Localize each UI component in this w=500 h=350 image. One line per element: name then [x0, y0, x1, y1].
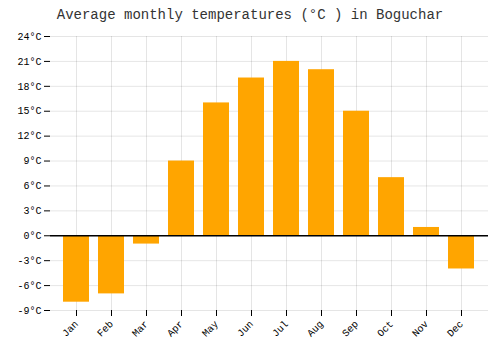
svg-text:Jul: Jul: [270, 319, 291, 340]
svg-text:Mar: Mar: [130, 319, 151, 340]
svg-text:3°C: 3°C: [23, 206, 41, 217]
svg-text:21°C: 21°C: [17, 57, 41, 68]
svg-text:6°C: 6°C: [23, 181, 41, 192]
svg-text:Apr: Apr: [165, 319, 186, 340]
svg-text:9°C: 9°C: [23, 156, 41, 167]
svg-text:Aug: Aug: [305, 319, 326, 340]
svg-text:-3°C: -3°C: [17, 256, 41, 267]
svg-text:Jun: Jun: [235, 319, 256, 340]
svg-text:15°C: 15°C: [17, 106, 41, 117]
svg-text:Nov: Nov: [410, 319, 431, 340]
svg-text:12°C: 12°C: [17, 131, 41, 142]
svg-text:Jan: Jan: [60, 319, 81, 340]
svg-text:Oct: Oct: [375, 319, 396, 340]
svg-text:Dec: Dec: [445, 319, 466, 340]
svg-text:-6°C: -6°C: [17, 281, 41, 292]
svg-text:24°C: 24°C: [17, 32, 41, 43]
svg-text:May: May: [200, 319, 221, 340]
svg-text:-9°C: -9°C: [17, 306, 41, 317]
svg-text:Sep: Sep: [340, 319, 361, 340]
svg-text:0°C: 0°C: [23, 231, 41, 242]
html-text:Average monthly temperatures (: Average monthly temperatures (°C ) in Bo…: [56, 7, 444, 23]
svg-text:Feb: Feb: [95, 319, 116, 340]
svg-text:18°C: 18°C: [17, 82, 41, 93]
